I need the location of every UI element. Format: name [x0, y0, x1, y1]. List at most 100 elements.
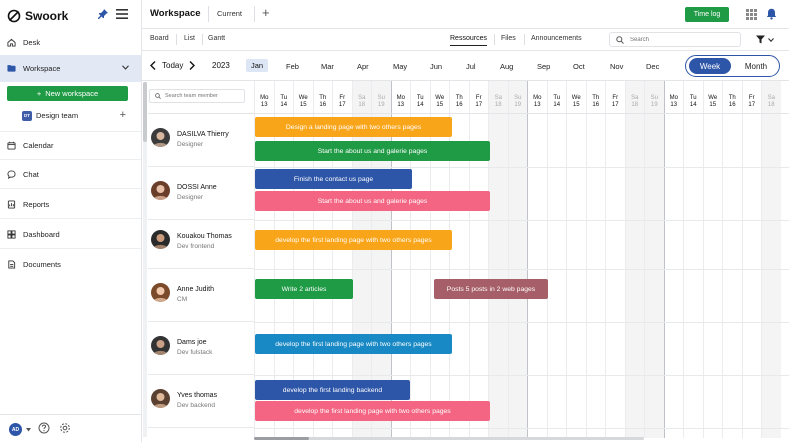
sidebar-item-reports[interactable]: Reports	[0, 190, 141, 219]
day-column: Sa 18	[624, 81, 644, 438]
sidebar-item-workspace[interactable]: Workspace	[0, 55, 141, 82]
month-jan[interactable]: Jan	[246, 59, 269, 72]
chevron-right-icon[interactable]	[189, 61, 196, 70]
folder-icon	[7, 65, 16, 72]
member-avatar[interactable]	[151, 230, 170, 249]
month-apr[interactable]: Apr	[357, 62, 369, 71]
month-sep[interactable]: Sep	[537, 62, 551, 71]
sidebar-item-label: Dashboard	[23, 229, 60, 239]
sidebar-item-dashboard[interactable]: Dashboard	[0, 220, 141, 249]
member-avatar[interactable]	[151, 389, 170, 408]
month-mar[interactable]: Mar	[321, 62, 334, 71]
day-header-label: Su 19	[372, 95, 391, 109]
day-header-label: Fr 17	[743, 95, 762, 109]
sidebar-item-label: Desk	[23, 37, 41, 47]
day-column: Tu 14	[273, 81, 294, 438]
task-bar[interactable]: Finish the contact us page	[255, 169, 412, 189]
week-view-button[interactable]: Week	[689, 58, 731, 74]
day-number: 14	[553, 102, 561, 108]
day-column: Th 16	[449, 81, 469, 438]
member-avatar[interactable]	[151, 181, 170, 200]
month-nov[interactable]: Nov	[610, 62, 624, 71]
vertical-scroll-thumb[interactable]	[143, 82, 147, 142]
day-number: 19	[650, 102, 658, 108]
task-bar[interactable]: develop the first landing backend	[255, 380, 410, 400]
row-divider	[254, 428, 789, 429]
day-header-label: Tu 14	[684, 95, 703, 109]
member-avatar[interactable]	[151, 128, 170, 147]
day-number: 16	[592, 102, 600, 108]
tab-list[interactable]: List	[184, 35, 195, 42]
day-name: Fr	[339, 95, 346, 101]
settings-gear-icon[interactable]	[59, 422, 71, 434]
month-jun[interactable]: Jun	[430, 62, 443, 71]
row-divider	[254, 269, 789, 270]
day-column: Fr 17	[468, 81, 489, 438]
horizontal-scrollbar[interactable]	[254, 437, 644, 440]
day-name: Fr	[748, 95, 755, 101]
month-view-button[interactable]: Month	[744, 61, 768, 71]
search-input[interactable]	[630, 36, 730, 43]
day-name: Sa	[767, 95, 775, 101]
pin-icon[interactable]	[98, 9, 108, 19]
tab-gantt[interactable]: Gantt	[208, 35, 226, 42]
member-name: DASILVA Thierry	[177, 131, 229, 138]
sidebar-item-chat[interactable]: Chat	[0, 160, 141, 189]
day-name: Sa	[631, 95, 639, 101]
tab-board[interactable]: Board	[150, 35, 169, 42]
task-bar[interactable]: Start the about us and galerie pages	[255, 191, 490, 211]
sidebar-item-documents[interactable]: Documents	[0, 250, 141, 279]
member-row: Dams joe Dev fulstack	[148, 322, 254, 375]
day-number: 15	[299, 102, 307, 108]
app-logo[interactable]: Swoork	[7, 7, 68, 25]
tab-current[interactable]: Current	[217, 9, 243, 18]
today-button[interactable]: Today	[162, 61, 184, 70]
day-column: Mo 13	[390, 81, 411, 438]
task-bar[interactable]: Write 2 articles	[255, 279, 353, 299]
chevron-down-icon[interactable]	[122, 65, 129, 70]
day-number: 15	[709, 102, 717, 108]
task-bar[interactable]: Design a landing page with two others pa…	[255, 117, 452, 137]
day-header-label: Fr 17	[470, 95, 489, 109]
task-bar[interactable]: develop the first landing page with two …	[255, 230, 452, 250]
chevron-left-icon[interactable]	[150, 61, 156, 70]
day-column: Tu 14	[683, 81, 703, 438]
user-avatar[interactable]: AD	[9, 423, 22, 436]
month-oct[interactable]: Oct	[573, 62, 585, 71]
month-aug[interactable]: Aug	[500, 62, 514, 71]
filter-icon	[756, 35, 765, 44]
filter-button[interactable]	[756, 35, 774, 44]
caret-down-icon[interactable]	[26, 428, 31, 432]
tab-announcements[interactable]: Announcements	[531, 35, 582, 42]
sidebar-item-desk[interactable]: Desk	[0, 28, 141, 57]
task-bar[interactable]: Posts 5 posts in 2 web pages	[434, 279, 548, 299]
task-bar[interactable]: Start the about us and galerie pages	[255, 141, 490, 161]
sidebar-item-design-team[interactable]: DT Design team +	[22, 108, 134, 123]
sidebar-item-calendar[interactable]: Calendar	[0, 131, 141, 160]
member-avatar[interactable]	[151, 336, 170, 355]
month-may[interactable]: May	[393, 62, 408, 71]
help-icon[interactable]	[38, 422, 50, 434]
tab-ressources[interactable]: Ressources	[450, 35, 487, 46]
member-search-input[interactable]	[165, 93, 241, 99]
month-jul[interactable]: Jul	[466, 62, 476, 71]
horizontal-scroll-thumb[interactable]	[254, 437, 309, 440]
menu-icon[interactable]	[116, 9, 128, 19]
today-control: Today	[150, 61, 196, 70]
chevron-down-icon	[768, 37, 774, 42]
task-bar[interactable]: develop the first landing page with two …	[255, 334, 452, 354]
time-log-button[interactable]: Time log	[685, 7, 729, 22]
new-workspace-button[interactable]: + New workspace	[7, 86, 128, 101]
month-dec[interactable]: Dec	[646, 62, 660, 71]
task-bar[interactable]: develop the first landing page with two …	[255, 401, 490, 421]
notification-bell-icon[interactable]	[766, 8, 777, 20]
add-tab-button[interactable]: +	[262, 5, 270, 20]
day-number: 19	[377, 102, 385, 108]
tab-files[interactable]: Files	[501, 35, 516, 42]
apps-grid-icon[interactable]	[746, 9, 757, 20]
member-avatar[interactable]	[151, 283, 170, 302]
vertical-scrollbar[interactable]	[143, 82, 147, 437]
add-team-button[interactable]: +	[119, 109, 126, 121]
month-feb[interactable]: Feb	[286, 62, 299, 71]
day-name: Th	[728, 95, 736, 101]
